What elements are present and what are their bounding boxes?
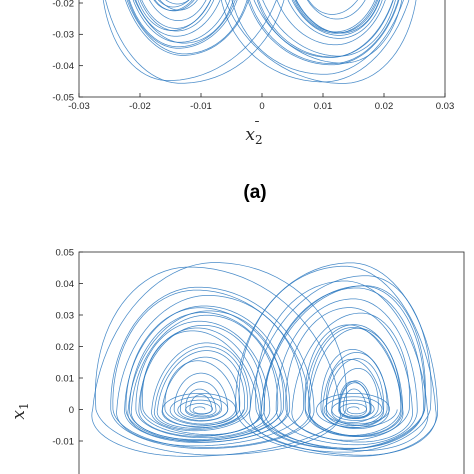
- y-axis-label-sub: 1: [17, 402, 31, 410]
- attractor-loop: [260, 285, 426, 450]
- x-tick-label: 0.01: [314, 101, 333, 112]
- attractor-loop: [154, 0, 195, 12]
- y-tick-label: 0.03: [56, 310, 75, 321]
- attractor-loop: [338, 380, 372, 420]
- attractor-loop: [308, 0, 359, 15]
- x-tick-label: 0.02: [375, 101, 394, 112]
- attractor-loop: [307, 327, 402, 437]
- attractor-loop: [137, 0, 212, 31]
- attractor-loop: [116, 295, 305, 447]
- attractor-loop: [164, 360, 238, 426]
- attractor-loop: [153, 0, 193, 11]
- y-tick-label: -0.03: [52, 30, 74, 41]
- attractor-loop: [342, 388, 367, 417]
- attractor-loop: [275, 298, 418, 446]
- attractor-loop: [295, 0, 379, 34]
- attractor-loop: [130, 314, 279, 440]
- attractor-loop: [148, 0, 207, 21]
- attractor-loop: [128, 0, 236, 48]
- y-tick-label: -0.01: [52, 436, 74, 447]
- attractor-loop: [255, 280, 429, 451]
- attractor-loop: [112, 289, 311, 448]
- attractor-loop: [91, 262, 347, 457]
- attractor-loop: [291, 0, 381, 36]
- attractor-loop: [263, 287, 424, 449]
- attractor-loop: [224, 0, 417, 84]
- attractor-loop: [126, 0, 248, 55]
- attractor-loop: [125, 0, 249, 56]
- y-tick-label: 0.04: [56, 279, 75, 290]
- y-axis-b: 0.05 0.04 0.03 0.02 0.01 0 -0.01: [52, 247, 83, 447]
- x-axis-label-bar: ¯: [254, 120, 261, 135]
- attractor-loop: [294, 0, 376, 33]
- attractor-loop: [139, 0, 215, 32]
- attractor-loop: [128, 0, 238, 49]
- attractor-loop: [291, 312, 410, 441]
- attractor-loop: [134, 0, 234, 44]
- attractor-loop: [127, 310, 284, 442]
- attractor-loop: [153, 346, 248, 430]
- plot-b: 0.05 0.04 0.03 0.02 0.01 0 -0.01 x1: [9, 247, 465, 474]
- y-tick-label: 0.05: [56, 247, 75, 258]
- x-axis-label-a: ¯x2: [245, 120, 262, 147]
- attractor-loop: [94, 266, 342, 456]
- plot-a: -0.02 -0.03 -0.04 -0.05 -0.03 -0.02 -0.01 0 0.0…: [52, 0, 454, 203]
- attractor-loop: [262, 0, 396, 57]
- attractor-loop: [287, 0, 383, 39]
- attractor-loop: [151, 342, 251, 432]
- attractor-loop: [231, 0, 404, 75]
- y-tick-label: 0.02: [56, 342, 75, 353]
- attractor-loop: [249, 0, 399, 64]
- x-axis-label-var: x: [245, 125, 255, 145]
- attractor-loop: [285, 307, 413, 443]
- attractor-loop: [102, 0, 277, 81]
- attractor-loop: [295, 0, 380, 34]
- y-axis-label-b: x1: [9, 402, 31, 419]
- attractor-loop: [138, 324, 265, 437]
- y-axis-label-var: x: [9, 410, 29, 420]
- x-axis-a: -0.03 -0.02 -0.01 0 0.01 0.02 0.03: [68, 93, 454, 112]
- attractor-spiral: [162, 392, 244, 428]
- attractor-loop: [135, 320, 271, 439]
- attractor-trace-b: [91, 262, 439, 457]
- y-tick-label: -0.05: [52, 92, 74, 103]
- attractor-loop: [105, 0, 285, 84]
- y-tick-label: 0.01: [56, 373, 75, 384]
- x-tick-label: -0.01: [190, 101, 212, 112]
- attractor-loop: [293, 0, 378, 34]
- attractor-spiral: [316, 392, 398, 428]
- x-tick-label: 0.03: [436, 101, 455, 112]
- x-tick-label: -0.03: [68, 101, 90, 112]
- y-tick-label: -0.02: [52, 0, 74, 9]
- attractor-loop: [135, 0, 221, 37]
- panel-label-a: (a): [243, 182, 266, 203]
- attractor-loop: [110, 286, 315, 449]
- attractor-loop: [179, 381, 222, 419]
- attractor-loop: [322, 352, 388, 429]
- attractor-loop: [258, 0, 394, 58]
- attractor-loop: [326, 359, 384, 426]
- attractor-loop: [129, 312, 282, 441]
- attractor-loop: [132, 0, 231, 43]
- x-tick-label: -0.02: [129, 101, 151, 112]
- attractor-trace-a: [102, 0, 417, 84]
- attractor-loop: [325, 358, 385, 427]
- x-tick-label: 0: [259, 101, 264, 112]
- attractor-loop: [256, 0, 394, 58]
- attractor-loop: [276, 0, 386, 46]
- attractor-loop: [253, 0, 403, 64]
- y-tick-label: -0.04: [52, 61, 74, 72]
- x-axis-label-sub: 2: [255, 133, 263, 147]
- y-axis-a: -0.02 -0.03 -0.04 -0.05: [52, 0, 83, 103]
- y-tick-label: 0: [69, 405, 74, 416]
- attractor-loop: [159, 0, 198, 11]
- attractor-loop: [304, 324, 404, 437]
- attractor-loop: [125, 307, 288, 443]
- attractor-loop: [306, 0, 366, 20]
- attractor-loop: [338, 380, 372, 419]
- axes-frame-b: [78, 251, 465, 474]
- attractor-loop: [247, 0, 400, 66]
- attractor-loop: [220, 0, 410, 83]
